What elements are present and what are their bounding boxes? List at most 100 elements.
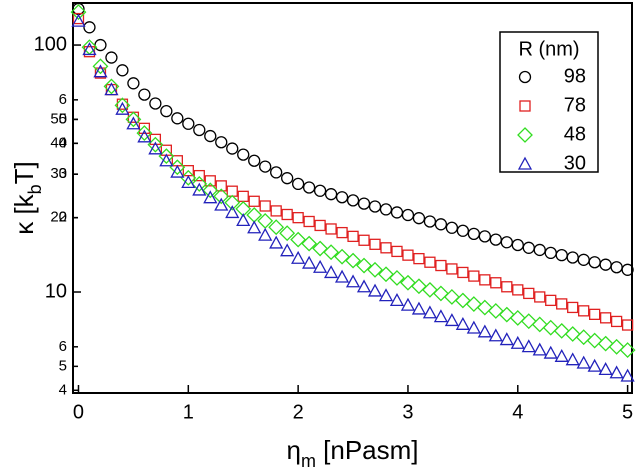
y-tick-label: 20 [50,209,67,226]
point [589,308,601,320]
point [170,164,185,178]
y-tick-label: 10 [45,280,67,302]
point [214,197,229,211]
point [94,38,107,52]
point [226,185,238,197]
point [554,348,569,362]
point [70,4,87,20]
point [127,77,140,90]
y-axis-label-part: T] [9,161,39,184]
point [380,242,392,254]
point [455,316,470,330]
point [248,154,261,167]
legend-label: 30 [564,152,586,174]
point [443,289,460,305]
point [336,226,348,239]
point [356,279,372,293]
point [389,270,405,286]
point [608,338,625,355]
point [433,309,449,323]
point [314,219,326,232]
point [213,188,230,205]
legend-label: 78 [564,94,586,116]
point [72,12,85,25]
point [93,64,108,78]
point [169,159,186,176]
point [323,265,339,279]
point [191,175,208,192]
point [576,355,591,369]
point [534,291,546,303]
point [400,297,416,311]
y-tick-label: 3 [59,165,67,182]
point [204,175,216,187]
point [411,301,427,315]
point [621,319,634,331]
point [477,324,492,338]
point [553,322,570,339]
point [402,249,414,261]
point [567,301,579,314]
y-tick-label: 50 [50,110,67,127]
point [587,358,602,372]
point [468,270,480,282]
point [501,281,513,293]
point [545,294,557,307]
point [279,225,296,242]
point [345,274,361,288]
point [467,227,481,240]
point [148,141,163,155]
point [390,206,404,219]
point [290,231,307,248]
point [247,220,262,234]
point [334,269,350,283]
point [159,153,174,167]
point [82,42,97,56]
point [235,200,252,217]
point [479,274,491,286]
point [137,129,152,143]
y-axis-label-part: b [25,184,45,194]
legend-label: 98 [564,65,586,87]
point [367,283,383,297]
point [347,230,359,243]
point [500,236,513,249]
point [126,116,141,130]
point [532,342,547,356]
point [303,215,315,228]
point [71,13,86,27]
point [432,285,449,302]
x-axis-label-part: [nPasm] [316,435,419,465]
point [476,299,493,316]
point [489,233,502,246]
point [478,230,491,243]
point [115,101,130,115]
point [181,174,196,188]
x-tick-label: 0 [73,401,84,423]
y-tick-label: 4 [59,381,67,398]
point [281,208,293,221]
y-axis-label-part: κ [k [9,193,39,234]
point [203,190,218,204]
point [358,234,370,246]
point [588,256,601,269]
point [125,111,142,128]
point [597,335,614,352]
point [521,339,536,353]
point [422,281,438,298]
point [248,195,260,207]
point [302,181,316,194]
y-tick-label: 100 [34,33,67,55]
y-tick-label: 30 [50,165,67,182]
y-tick-label: 4 [59,134,67,151]
point [598,362,613,376]
point [400,274,416,291]
point [379,203,393,216]
point [599,258,612,271]
point [204,129,217,143]
point [445,221,459,234]
point [268,219,285,236]
point [412,212,426,225]
point [313,184,327,197]
